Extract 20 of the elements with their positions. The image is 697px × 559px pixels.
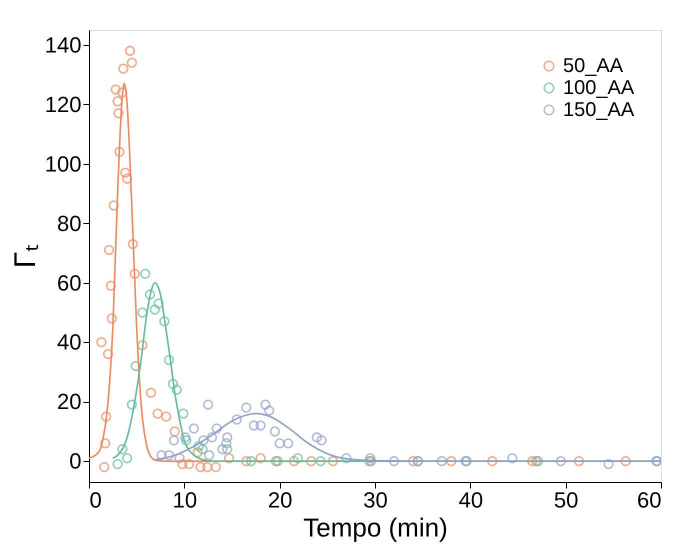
x-tick-label: 60 [637, 488, 662, 512]
legend-label: 150_AA [563, 99, 635, 121]
x-tick-label: 10 [172, 488, 198, 512]
y-axis-title: Γₜ [8, 244, 42, 268]
x-tick-label: 0 [90, 488, 102, 512]
y-tick-label: 120 [44, 92, 82, 117]
y-tick-label: 20 [57, 389, 82, 414]
y-tick-label: 60 [57, 270, 82, 296]
x-tick-label: 50 [554, 488, 578, 512]
x-axis-title: Tempo (min) [303, 512, 448, 542]
y-tick-label: 40 [57, 330, 82, 355]
y-tick-label: 80 [57, 210, 82, 236]
x-tick-label: 30 [363, 488, 388, 512]
y-tick-label: 0 [69, 448, 82, 474]
y-tick-label: 140 [44, 32, 82, 58]
y-tick-label: 100 [44, 151, 82, 176]
legend-label: 50_AA [563, 55, 624, 77]
x-tick-label: 20 [268, 488, 292, 512]
x-tick-label: 40 [458, 488, 484, 512]
legend-label: 100_AA [563, 77, 635, 99]
